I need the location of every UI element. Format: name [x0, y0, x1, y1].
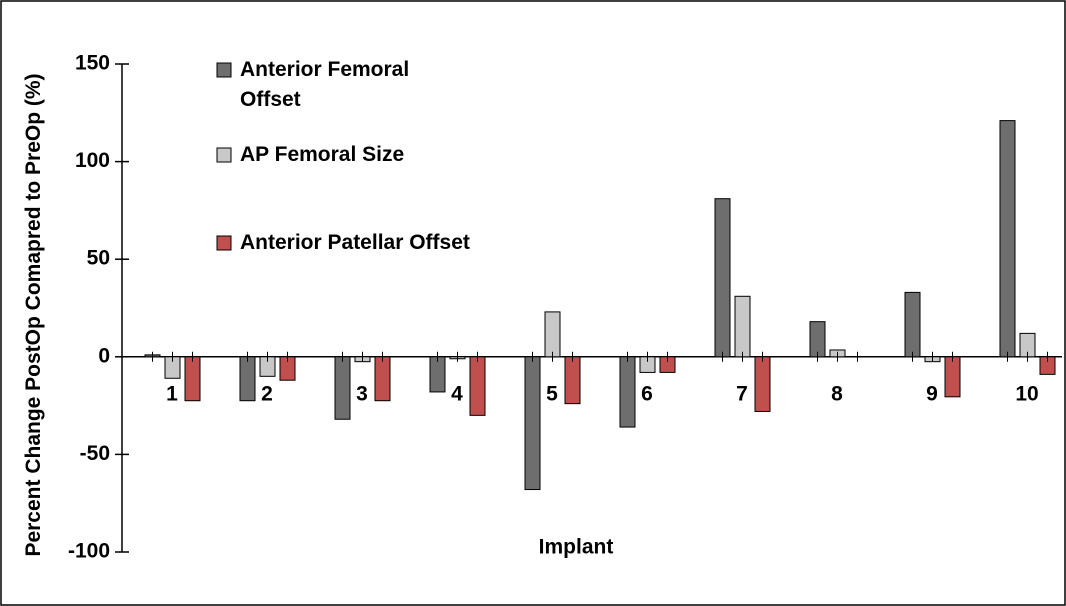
x-tick-label: 2 [261, 382, 273, 405]
x-tick-label: 8 [831, 382, 843, 405]
y-tick-label: 150 [75, 52, 110, 75]
bar [374, 356, 391, 402]
bar [904, 291, 921, 358]
y-tick-label: -100 [68, 540, 110, 563]
bar [999, 120, 1016, 358]
y-axis-label: Percent Change PostOp Comapred to PreOp … [22, 73, 45, 557]
legend-label: AP Femoral Size [240, 143, 405, 166]
legend-swatch [216, 235, 232, 251]
legend-swatch [216, 147, 232, 163]
y-tick-label: 100 [75, 149, 110, 172]
y-tick-label: 50 [87, 247, 110, 270]
x-tick-label: 6 [641, 382, 653, 405]
legend-label: Anterior Femoral Offset [240, 58, 410, 111]
x-tick-label: 7 [736, 382, 748, 405]
x-tick-label: 10 [1015, 382, 1038, 405]
bar [239, 356, 256, 402]
bar [714, 198, 731, 358]
bar [944, 356, 961, 398]
bar [754, 356, 771, 412]
x-tick-label: 5 [546, 382, 558, 405]
x-tick-label: 4 [451, 382, 463, 405]
bar [524, 356, 541, 491]
bar [184, 356, 201, 402]
bar [619, 356, 636, 428]
bar [544, 311, 561, 358]
x-tick-label: 9 [926, 382, 938, 405]
legend-label: Anterior Patellar Offset [240, 231, 470, 254]
x-axis-label: Implant [539, 536, 614, 559]
bar [429, 356, 446, 393]
x-tick-label: 1 [166, 382, 178, 405]
bar [334, 356, 351, 420]
bar [809, 321, 826, 358]
y-tick-label: -50 [80, 442, 110, 465]
y-tick-label: 0 [98, 344, 110, 367]
bar [469, 356, 486, 416]
bar [564, 356, 581, 405]
x-tick-label: 3 [356, 382, 368, 405]
bar [734, 295, 751, 358]
legend-swatch [216, 62, 232, 78]
